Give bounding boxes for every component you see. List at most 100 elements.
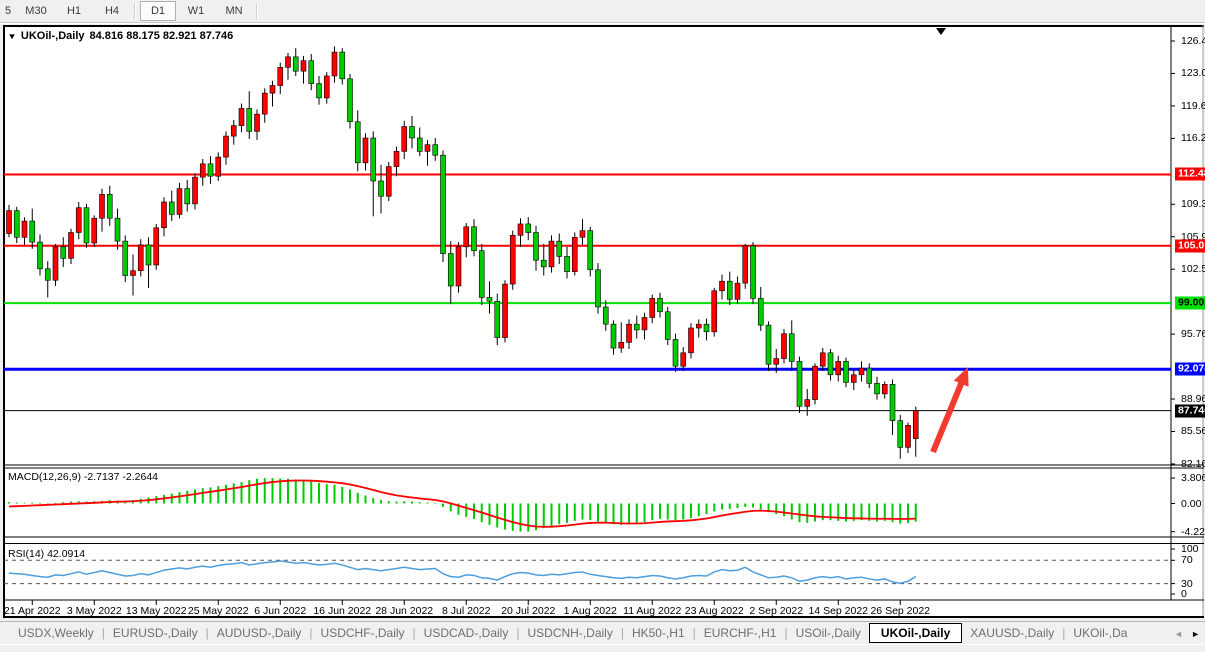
tab-separator: | — [692, 626, 696, 640]
date-label: 28 Jun 2022 — [375, 605, 434, 617]
candle-body — [571, 236, 578, 272]
timeframe-button-D1[interactable]: D1 — [140, 1, 176, 21]
candle-body — [13, 210, 20, 238]
timeframe-button-W1[interactable]: W1 — [187, 5, 205, 17]
tab-separator: | — [412, 626, 416, 640]
timeframe-button-H1[interactable]: H1 — [66, 5, 82, 17]
price-tick: 123.060 — [1181, 67, 1205, 80]
timeframe-button-MN[interactable]: MN — [225, 5, 243, 17]
date-label: 3 May 2022 — [66, 605, 122, 617]
candle-body — [370, 137, 377, 182]
date-label: 23 Aug 2022 — [684, 605, 744, 617]
price-tick: 126.460 — [1181, 35, 1205, 47]
candle-body — [122, 240, 129, 276]
tab-audusd-daily[interactable]: AUDUSD-,Daily — [216, 626, 302, 640]
rsi-tick: 0 — [1181, 588, 1187, 600]
trend-arrow-head[interactable] — [953, 367, 969, 387]
candle-body — [354, 121, 361, 164]
candle-body — [773, 358, 780, 365]
candle-body — [827, 352, 834, 376]
tab-usdx-weekly[interactable]: USDX,Weekly — [18, 626, 94, 640]
candle-body — [595, 269, 601, 308]
tab-usoil-daily[interactable]: USOil-,Daily — [795, 626, 861, 640]
candle-body — [850, 374, 857, 383]
candle-body — [432, 144, 439, 156]
candle-body — [641, 317, 648, 331]
candle-body — [223, 135, 229, 158]
candle-body — [618, 342, 625, 349]
tab-separator: | — [516, 626, 520, 640]
tab-xauusd-daily[interactable]: XAUUSD-,Daily — [970, 626, 1055, 640]
candle-body — [548, 240, 555, 268]
tab-usdchf-daily[interactable]: USDCHF-,Daily — [320, 626, 405, 640]
candle-body — [889, 384, 896, 421]
candle-body — [230, 125, 237, 137]
candle-body — [401, 126, 408, 152]
candle-body — [897, 420, 904, 448]
tab-ukoil-daily[interactable]: UKOil-,Daily — [868, 623, 963, 643]
candle-body — [556, 240, 563, 257]
symbol-name: UKOil-,Daily — [20, 30, 85, 42]
candle-body — [796, 361, 803, 407]
candle-body — [362, 137, 369, 164]
candle-body — [246, 108, 253, 132]
tab-separator: | — [309, 626, 313, 640]
price-tick: 102.560 — [1181, 263, 1205, 276]
candle-body — [517, 223, 524, 236]
tab-usdcad-daily[interactable]: USDCAD-,Daily — [423, 626, 509, 640]
date-label: 20 Jul 2022 — [501, 605, 556, 617]
candle-body — [657, 298, 663, 313]
rsi-tick: 100 — [1181, 543, 1199, 555]
date-label: 25 May 2022 — [187, 605, 249, 617]
candle-body — [881, 384, 888, 395]
candle-body — [192, 176, 198, 205]
trend-arrow-shaft[interactable] — [930, 378, 966, 454]
price-badge-87.746: 87.746 — [1175, 404, 1205, 418]
candle-body — [44, 268, 51, 281]
candle-body — [750, 245, 756, 299]
tab-eurusd-daily[interactable]: EURUSD-,Daily — [112, 626, 198, 640]
chart-window[interactable]: ▼ UKOil-,Daily 84.816 88.175 82.921 87.746… — [3, 25, 1205, 618]
tab-usdcnh-daily[interactable]: USDCNH-,Daily — [527, 626, 613, 640]
timeframe-button-5[interactable]: 5 — [4, 5, 12, 17]
ohlc-readout: 84.816 88.175 82.921 87.746 — [89, 30, 234, 42]
chart-canvas[interactable] — [3, 25, 1204, 618]
price-tick: 88.960 — [1181, 393, 1205, 406]
rsi-label: RSI(14) 42.0914 — [8, 548, 86, 560]
candle-body — [238, 108, 245, 126]
timeframe-toolbar: 5 M30 H1 H4 D1 W1 MN — [0, 0, 1205, 23]
timeframe-button-H4[interactable]: H4 — [104, 5, 120, 17]
candle-body — [533, 232, 539, 261]
candle-body — [905, 425, 911, 448]
date-label: 6 Jun 2022 — [254, 605, 307, 617]
candle-body — [695, 323, 702, 329]
timeframe-button-M30[interactable]: M30 — [25, 5, 47, 17]
candle-body — [378, 180, 384, 197]
tab-scroll-controls: ◄ ► — [1169, 622, 1205, 644]
tab-separator: | — [101, 626, 105, 640]
candle-body — [176, 188, 183, 215]
chart-title: ▼ UKOil-,Daily 84.816 88.175 82.921 87.746 — [7, 30, 234, 42]
price-badge-112.48: 112.48 — [1175, 167, 1205, 181]
candle-body — [602, 306, 609, 325]
candle-body — [703, 323, 710, 333]
candle-body — [509, 235, 516, 285]
scroll-left-icon[interactable]: ◄ — [1174, 628, 1183, 639]
tab-eurchf-h1[interactable]: EURCHF-,H1 — [703, 626, 777, 640]
candle-body — [626, 323, 632, 343]
price-tick: 119.660 — [1181, 99, 1205, 112]
tab-hk50-h1[interactable]: HK50-,H1 — [631, 626, 685, 640]
candle-body — [781, 333, 787, 359]
symbol-tab-bar: USDX,Weekly | EURUSD-,Daily | AUDUSD-,Daily |… — [0, 621, 1205, 644]
rsi-tick: 30 — [1181, 577, 1193, 590]
scroll-right-icon[interactable]: ► — [1191, 628, 1200, 639]
candle-body — [788, 333, 795, 362]
candle-body — [269, 85, 276, 94]
chevron-down-icon[interactable]: ▼ — [7, 31, 17, 41]
tab-ukoil-da[interactable]: UKOil-,Da — [1073, 626, 1128, 640]
candle-body — [153, 227, 160, 266]
candle-body — [455, 246, 462, 287]
candle-body — [207, 163, 214, 177]
candle-body — [75, 207, 82, 233]
price-tick: 85.560 — [1181, 425, 1205, 438]
